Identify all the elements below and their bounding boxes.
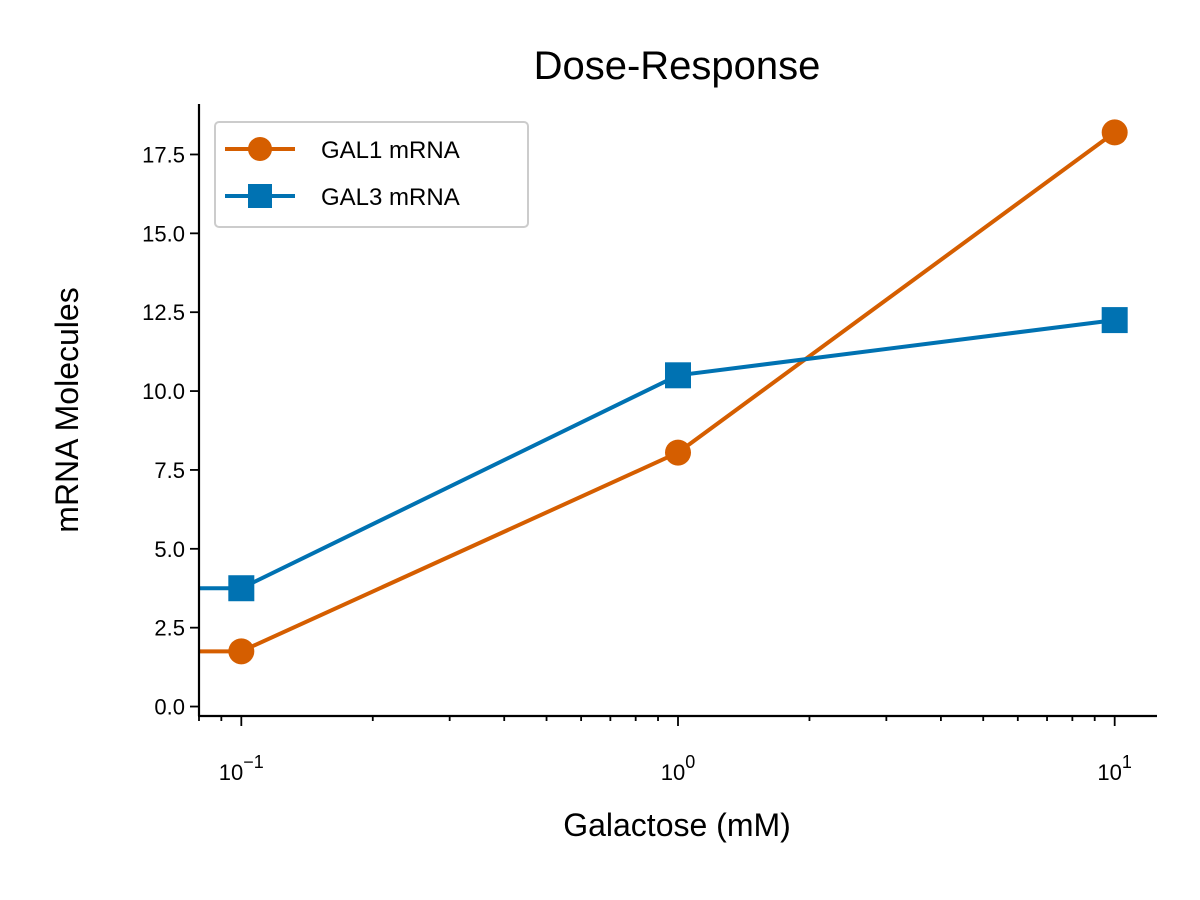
chart-title: Dose-Response xyxy=(534,44,821,88)
y-axis-label: mRNA Molecules xyxy=(49,287,85,532)
y-tick-label: 10.0 xyxy=(142,379,185,404)
legend-label-gal1: GAL1 mRNA xyxy=(321,137,460,164)
data-point-circle xyxy=(228,638,255,665)
legend-entry-gal1: GAL1 mRNA xyxy=(225,137,460,164)
legend-label-gal3: GAL3 mRNA xyxy=(321,184,460,211)
y-axis-ticks: 0.0 2.5 5.0 7.5 10.0 12.5 15.0 17.5 xyxy=(142,142,199,720)
x-tick-label: 100 xyxy=(661,752,696,785)
data-point-square xyxy=(228,575,255,602)
data-point-circle xyxy=(665,439,691,466)
plot-area xyxy=(199,119,1128,665)
series-line-2 xyxy=(199,318,1115,591)
y-tick-label: 17.5 xyxy=(142,142,185,167)
data-point-square xyxy=(1101,307,1128,334)
data-point-square xyxy=(665,362,691,389)
data-point-circle xyxy=(1101,119,1128,146)
x-tick-label: 10−1 xyxy=(219,752,264,785)
series-line-1 xyxy=(199,130,1116,654)
legend: GAL1 mRNA GAL3 mRNA xyxy=(214,121,529,228)
y-tick-label: 5.0 xyxy=(154,537,185,562)
y-tick-label: 12.5 xyxy=(142,300,185,325)
y-tick-label: 2.5 xyxy=(154,616,185,641)
x-axis-label: Galactose (mM) xyxy=(563,807,791,843)
y-tick-label: 7.5 xyxy=(154,458,185,483)
legend-entry-gal3: GAL3 mRNA xyxy=(225,184,460,211)
legend-marker-square-icon xyxy=(248,184,272,208)
y-tick-label: 15.0 xyxy=(142,221,185,246)
x-axis-ticks: 10−1 100 101 xyxy=(198,716,1132,785)
y-tick-label: 0.0 xyxy=(154,695,185,720)
x-tick-label: 101 xyxy=(1097,752,1132,785)
legend-marker-circle-icon xyxy=(248,137,272,161)
